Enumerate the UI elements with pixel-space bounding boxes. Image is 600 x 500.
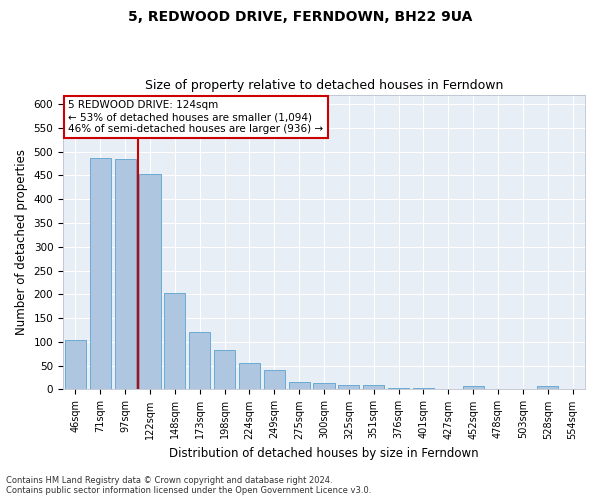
Text: 5, REDWOOD DRIVE, FERNDOWN, BH22 9UA: 5, REDWOOD DRIVE, FERNDOWN, BH22 9UA	[128, 10, 472, 24]
Bar	[65, 340, 86, 390]
Text: Contains HM Land Registry data © Crown copyright and database right 2024.
Contai: Contains HM Land Registry data © Crown c…	[6, 476, 371, 495]
Bar	[388, 388, 409, 390]
Bar	[239, 363, 260, 390]
X-axis label: Distribution of detached houses by size in Ferndown: Distribution of detached houses by size …	[169, 447, 479, 460]
Bar	[264, 370, 285, 390]
Bar	[313, 383, 335, 390]
Bar	[164, 294, 185, 390]
Title: Size of property relative to detached houses in Ferndown: Size of property relative to detached ho…	[145, 79, 503, 92]
Text: 5 REDWOOD DRIVE: 124sqm
← 53% of detached houses are smaller (1,094)
46% of semi: 5 REDWOOD DRIVE: 124sqm ← 53% of detache…	[68, 100, 323, 134]
Bar	[463, 386, 484, 390]
Bar	[338, 384, 359, 390]
Bar	[139, 174, 161, 390]
Bar	[537, 386, 558, 390]
Bar	[115, 159, 136, 390]
Bar	[363, 384, 384, 390]
Bar	[413, 388, 434, 390]
Bar	[90, 158, 111, 390]
Y-axis label: Number of detached properties: Number of detached properties	[15, 149, 28, 335]
Bar	[214, 350, 235, 390]
Bar	[189, 332, 210, 390]
Bar	[289, 382, 310, 390]
